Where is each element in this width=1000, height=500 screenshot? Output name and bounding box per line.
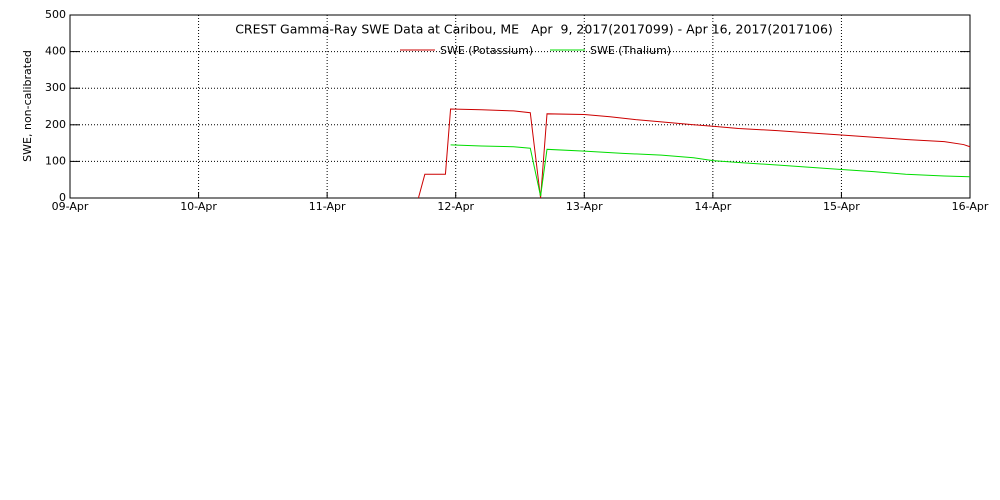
series-line	[417, 108, 971, 199]
y-tick-label: 200	[45, 118, 66, 131]
y-tick-label: 400	[45, 45, 66, 58]
x-tick-label: 11-Apr	[309, 200, 346, 213]
x-tick-label: 10-Apr	[180, 200, 217, 213]
y-tick-label: 300	[45, 81, 66, 94]
series-line	[450, 144, 971, 197]
legend-label: SWE (Thalium)	[590, 44, 671, 57]
x-tick-label: 16-Apr	[952, 200, 989, 213]
y-axis-label: SWE, non-calibrated	[21, 50, 34, 162]
chart-title: CREST Gamma-Ray SWE Data at Caribou, ME …	[235, 22, 833, 37]
x-tick-label: 13-Apr	[566, 200, 603, 213]
x-tick-label: 15-Apr	[823, 200, 860, 213]
y-tick-label: 500	[45, 8, 66, 21]
legend-label: SWE (Potassium)	[440, 44, 533, 57]
x-tick-label: 14-Apr	[694, 200, 731, 213]
x-tick-label: 12-Apr	[437, 200, 474, 213]
y-tick-label: 100	[45, 154, 66, 167]
x-tick-label: 09-Apr	[52, 200, 89, 213]
y-tick-label: 0	[59, 191, 66, 204]
plot-frame	[69, 14, 971, 199]
